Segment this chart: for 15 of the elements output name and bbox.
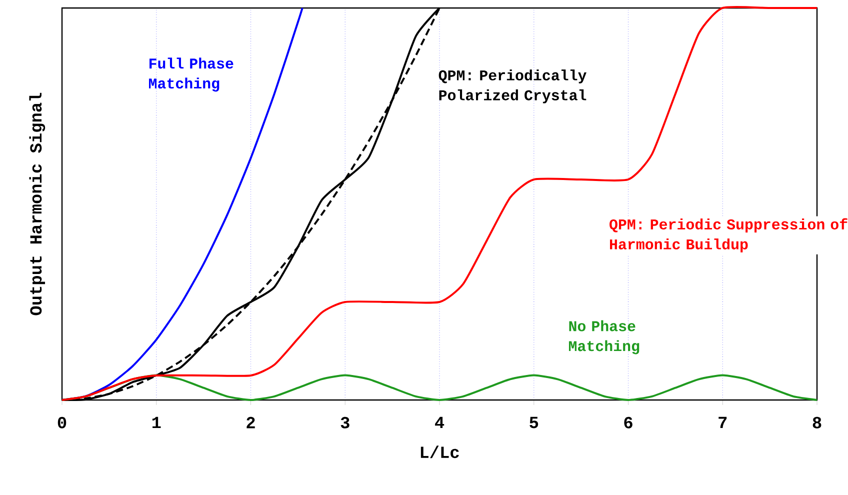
x-tick-label: 1: [152, 416, 161, 428]
y-axis-title: Output Harmonic Signal: [29, 92, 46, 316]
series-label: No Phase Matching: [568, 320, 640, 354]
x-axis-title: L/Lc: [420, 446, 459, 458]
x-tick-label: 3: [340, 416, 350, 428]
x-tick-label: 5: [530, 416, 538, 428]
x-tick-label: 8: [812, 416, 822, 428]
text: Full Phase Matching: [149, 58, 234, 92]
x-tick-label: 2: [246, 416, 255, 428]
x-tick-label: 4: [435, 416, 444, 428]
text: QPM: Periodically Polarized Crystal: [438, 69, 586, 104]
x-tick-label: 7: [718, 416, 727, 428]
x-tick-label: 0: [58, 416, 66, 428]
x-tick-label: 6: [624, 416, 632, 428]
text: QPM: Periodic Suppression of Harmonic Buildup: [610, 218, 848, 252]
